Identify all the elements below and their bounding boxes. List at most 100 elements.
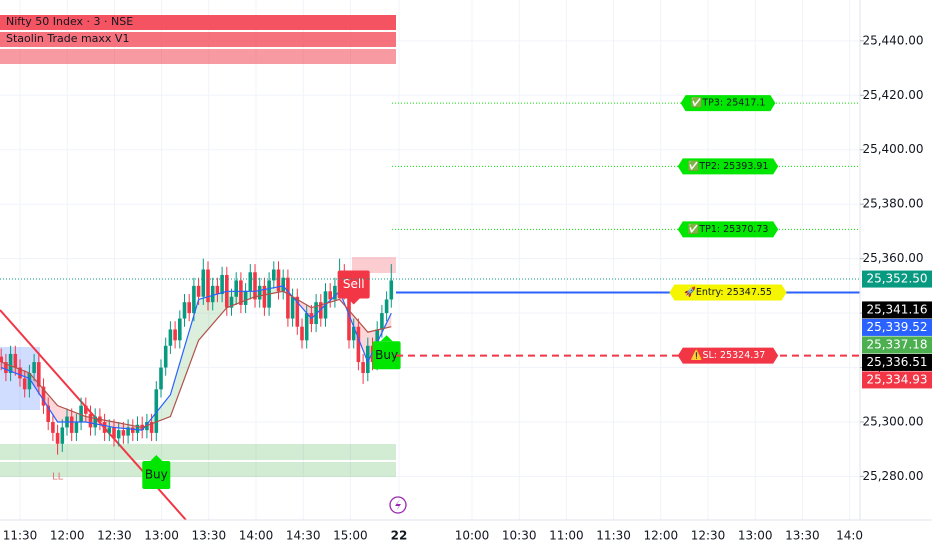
candle-body [389,280,394,300]
candle-body [229,296,234,308]
signal-arrow [150,455,163,462]
candle-body [295,296,300,327]
candle-body [253,272,257,300]
candle-body [102,421,107,433]
x-tick-label: 12:00 [644,529,679,543]
x-tick-label: 15:00 [333,529,368,543]
supply-zone [352,257,396,273]
candle-body [131,427,135,433]
candle-body [370,345,375,363]
price-tag [862,371,932,389]
candle-body [69,416,74,433]
candle-body [300,326,304,341]
level-label: ✅TP2: 25393.91 [688,160,769,172]
level-tag [677,158,779,175]
candle-body [351,326,356,341]
x-tick-label: 14:30 [286,529,321,543]
ma-fill [170,299,199,417]
header-band [0,15,396,30]
moving-average [0,290,392,429]
axes: 25,280.0025,300.0025,320.0025,340.0025,3… [3,33,932,543]
event-icon[interactable] [389,496,407,514]
level-tag [677,347,779,364]
x-tick-label: 10:00 [455,529,490,543]
candle-body [243,291,248,305]
chart-title: Nifty 50 Index · 3 · NSE [6,15,133,28]
candle-body [262,285,267,308]
x-tick-label: 13:30 [785,529,820,543]
x-tick-label: 12:00 [50,529,85,543]
candle-body [220,274,224,295]
level-tag [677,221,779,238]
candle-body [272,269,276,281]
x-tick-label: 10:30 [502,529,537,543]
candle-body [159,367,163,390]
candle-body [276,269,281,292]
grid [0,0,860,520]
y-tick-label: 25,360.00 [862,251,923,265]
candle-body [333,285,337,300]
candle-body [248,272,253,292]
candle-body [356,326,361,363]
signal-box [142,461,171,490]
y-tick-label: 25,280.00 [862,469,923,483]
candle-body [107,427,112,433]
level-label: ✅TP3: 25417.1 [691,97,766,109]
candle-body [60,427,65,444]
candle-body [13,353,18,368]
candle-body [314,302,318,324]
signal-arrow [380,335,393,342]
y-tick-label: 25,380.00 [862,197,923,211]
annotation: LL [52,472,64,483]
event-icon-bolt [395,499,401,511]
x-tick-label: 13:00 [144,529,179,543]
x-tick-label: 13:30 [192,529,227,543]
candle-body [135,424,140,433]
candle-body [178,318,182,341]
candle-body [46,405,50,422]
candle-body [4,362,8,373]
candle-body [84,405,88,414]
x-tick-label: 13:00 [738,529,773,543]
x-tick-label: 14:00 [239,529,274,543]
candle-body [149,421,154,433]
candle-body [116,430,121,439]
price-tag-label: 25,336.51 [866,355,927,369]
candle-body [112,427,116,439]
y-tick-label: 25,300.00 [862,414,923,428]
support-zone [0,462,396,477]
price-tag [862,353,932,371]
candle-body [366,345,370,373]
candle-body [319,302,323,319]
signal-label: Sell [343,277,365,291]
candle-body [173,329,177,341]
price-tag [862,336,932,354]
x-tick-label: 12:30 [97,529,132,543]
price-tag [862,270,932,288]
price-tag-label: 25,337.18 [866,337,927,351]
candle-body [304,313,309,341]
price-tag-label: 25,352.50 [866,272,927,286]
candle-body [37,362,41,387]
candle-body [206,269,210,303]
candle-body [361,362,365,373]
y-tick-label: 25,420.00 [862,88,923,102]
signal-label: Buy [375,348,398,362]
signal-box [372,341,401,370]
candle-body [380,313,384,330]
candle-body [27,372,32,390]
signal-label: Buy [145,468,168,482]
moving-average [0,285,392,431]
support-zone [0,444,396,460]
x-tick-label: 11:30 [596,529,631,543]
plot: LL Buy Sell Buy ✅TP3: 25417.1 ✅TP2: 25393.91 ✅… [0,95,860,490]
candle-body [210,285,215,303]
candle-body [163,345,168,368]
candle-body [257,285,262,300]
candle-body [18,367,22,379]
candle-body [384,299,389,314]
y-tick-label: 25,400.00 [862,142,923,156]
price-tag-label: 25,339.52 [866,320,927,334]
candle-body [286,277,290,319]
candle-body [51,421,55,433]
